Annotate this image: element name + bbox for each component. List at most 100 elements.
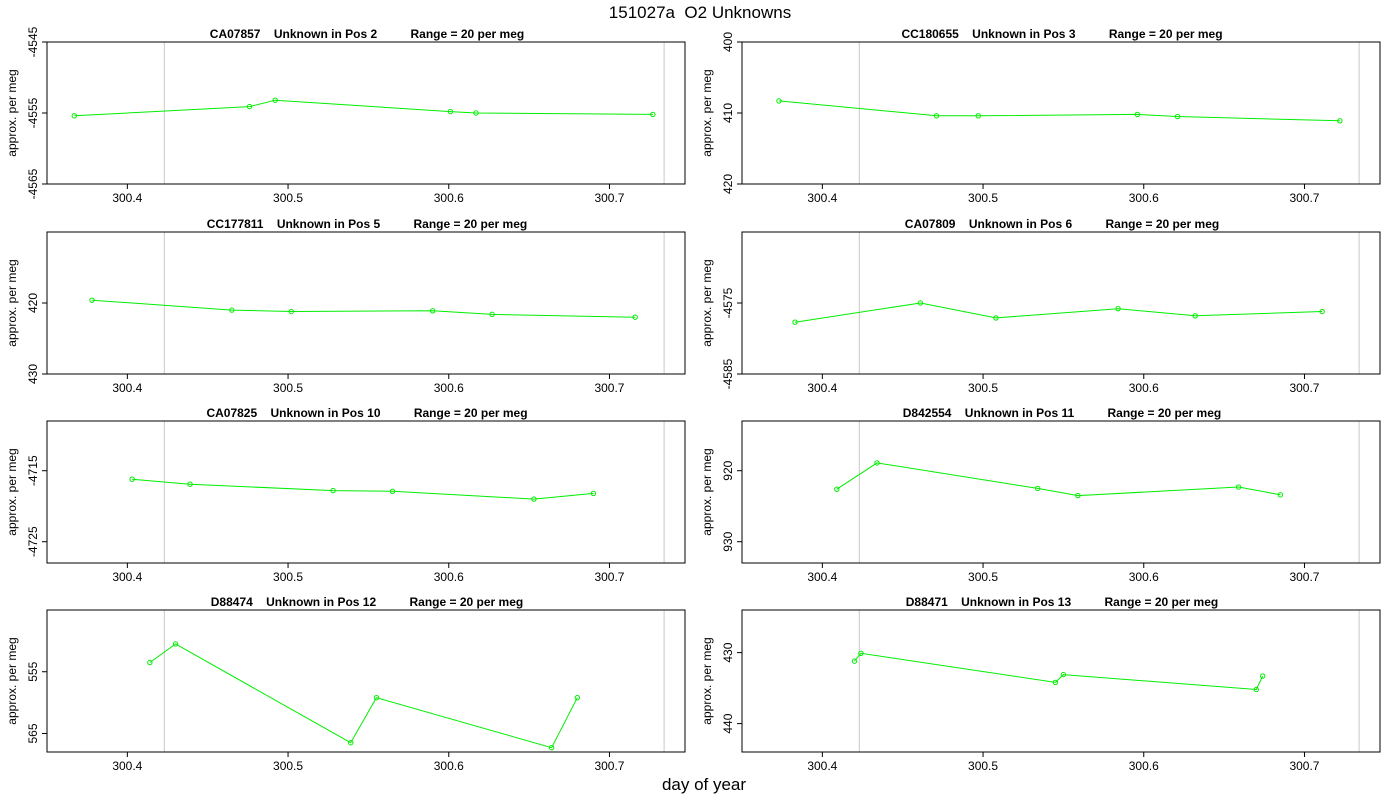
x-tick-label: 300.5 bbox=[968, 381, 998, 395]
data-point bbox=[1075, 492, 1081, 499]
y-tick-label: -4565 bbox=[26, 168, 40, 199]
x-tick-label: 300.4 bbox=[807, 759, 837, 773]
panel-title: D88474 Unknown in Pos 12 Range = 20 per … bbox=[211, 595, 523, 609]
x-tick-label: 300.4 bbox=[807, 570, 837, 584]
y-tick-label: 930 bbox=[721, 531, 735, 551]
x-tick-label: 300.7 bbox=[594, 191, 624, 205]
data-point bbox=[272, 97, 278, 103]
series-line bbox=[74, 99, 653, 117]
x-tick-label: 300.7 bbox=[594, 570, 624, 584]
x-tick-label: 300.6 bbox=[1129, 570, 1159, 584]
data-point bbox=[548, 744, 555, 751]
y-tick-label: 920 bbox=[721, 460, 735, 480]
data-point bbox=[373, 694, 380, 701]
x-tick-label: 300.4 bbox=[807, 191, 837, 205]
x-tick-label: 300.4 bbox=[112, 759, 142, 773]
series-line bbox=[794, 302, 1323, 323]
x-tick-label: 300.5 bbox=[273, 381, 303, 395]
panel-title: CA07825 Unknown in Pos 10 Range = 20 per… bbox=[206, 406, 527, 420]
data-point bbox=[993, 315, 999, 321]
plot-frame bbox=[741, 231, 1381, 375]
data-point bbox=[1052, 679, 1059, 686]
plot-frame bbox=[741, 420, 1381, 564]
panel-title: CA07809 Unknown in Pos 6 Range = 20 per … bbox=[905, 217, 1219, 231]
data-point bbox=[389, 488, 396, 494]
plot-frame bbox=[741, 609, 1381, 753]
data-point bbox=[1192, 313, 1198, 319]
x-tick-label: 300.4 bbox=[112, 381, 142, 395]
x-tick-label: 300.7 bbox=[594, 759, 624, 773]
panel-title: CA07857 Unknown in Pos 2 Range = 20 per … bbox=[210, 27, 524, 41]
y-tick-label: 400 bbox=[721, 32, 735, 52]
data-point bbox=[1174, 113, 1181, 120]
panel: CA07857 Unknown in Pos 2 Range = 20 per … bbox=[5, 26, 686, 205]
x-tick-label: 300.6 bbox=[434, 570, 464, 584]
y-tick-label: -4715 bbox=[26, 455, 40, 486]
data-point bbox=[933, 113, 940, 119]
data-point bbox=[1337, 118, 1343, 124]
y-tick-label: 440 bbox=[721, 713, 735, 733]
y-tick-label: 430 bbox=[721, 642, 735, 662]
data-point bbox=[590, 490, 597, 497]
panel: CA07809 Unknown in Pos 6 Range = 20 per … bbox=[700, 217, 1381, 395]
plot-frame bbox=[46, 231, 686, 375]
y-tick-label: 410 bbox=[721, 103, 735, 123]
y-tick-label: 565 bbox=[26, 723, 40, 743]
plot-frame bbox=[46, 41, 686, 185]
data-point bbox=[1235, 484, 1242, 490]
y-axis-title: approx. per meg bbox=[5, 448, 19, 535]
y-tick-label: 420 bbox=[721, 174, 735, 194]
y-tick-label: -4725 bbox=[26, 526, 40, 557]
y-tick-label: 555 bbox=[26, 661, 40, 681]
data-point bbox=[1134, 111, 1141, 118]
data-point bbox=[1253, 686, 1259, 693]
x-tick-label: 300.5 bbox=[968, 570, 998, 584]
y-axis-title: approx. per meg bbox=[700, 259, 714, 346]
plot-frame bbox=[741, 41, 1381, 185]
y-axis-title: approx. per meg bbox=[700, 69, 714, 156]
series-line bbox=[778, 100, 1340, 122]
series-line bbox=[132, 478, 594, 500]
data-point bbox=[531, 496, 537, 502]
y-tick-label: 430 bbox=[26, 364, 40, 384]
data-point bbox=[129, 476, 135, 482]
panel: D88474 Unknown in Pos 12 Range = 20 per … bbox=[5, 595, 686, 773]
main-title: 151027a O2 Unknowns bbox=[608, 3, 792, 22]
data-point bbox=[917, 300, 924, 306]
x-tick-label: 300.6 bbox=[434, 381, 464, 395]
x-tick-label: 300.5 bbox=[273, 759, 303, 773]
panel: D88471 Unknown in Pos 13 Range = 20 per … bbox=[700, 595, 1381, 773]
data-point bbox=[776, 98, 782, 104]
y-axis-title: approx. per meg bbox=[700, 637, 714, 724]
x-axis-title: day of year bbox=[661, 775, 747, 794]
series-line bbox=[854, 652, 1264, 691]
data-point bbox=[1115, 305, 1121, 312]
y-tick-label: -4585 bbox=[721, 358, 735, 389]
panel: CA07825 Unknown in Pos 10 Range = 20 per… bbox=[5, 406, 686, 584]
data-point bbox=[1034, 485, 1041, 492]
data-point bbox=[975, 113, 981, 119]
x-tick-label: 300.7 bbox=[1289, 570, 1319, 584]
data-point bbox=[447, 108, 454, 115]
x-tick-label: 300.6 bbox=[434, 191, 464, 205]
plot-frame bbox=[46, 420, 686, 564]
x-tick-label: 300.4 bbox=[112, 570, 142, 584]
panel: CC180655 Unknown in Pos 3 Range = 20 per… bbox=[700, 27, 1381, 205]
y-axis-title: approx. per meg bbox=[5, 69, 19, 156]
x-tick-label: 300.5 bbox=[968, 759, 998, 773]
data-point bbox=[650, 111, 656, 118]
data-point bbox=[574, 694, 581, 701]
y-tick-label: -4545 bbox=[26, 26, 40, 57]
data-point bbox=[858, 650, 864, 657]
data-point bbox=[834, 486, 840, 492]
series-line bbox=[91, 299, 636, 318]
x-tick-label: 300.6 bbox=[1129, 759, 1159, 773]
x-tick-label: 300.6 bbox=[434, 759, 464, 773]
data-point bbox=[1259, 673, 1266, 679]
x-tick-label: 300.6 bbox=[1129, 191, 1159, 205]
data-point bbox=[330, 487, 336, 494]
data-point bbox=[874, 460, 880, 466]
y-tick-label: 420 bbox=[26, 293, 40, 313]
y-axis-title: approx. per meg bbox=[5, 259, 19, 346]
